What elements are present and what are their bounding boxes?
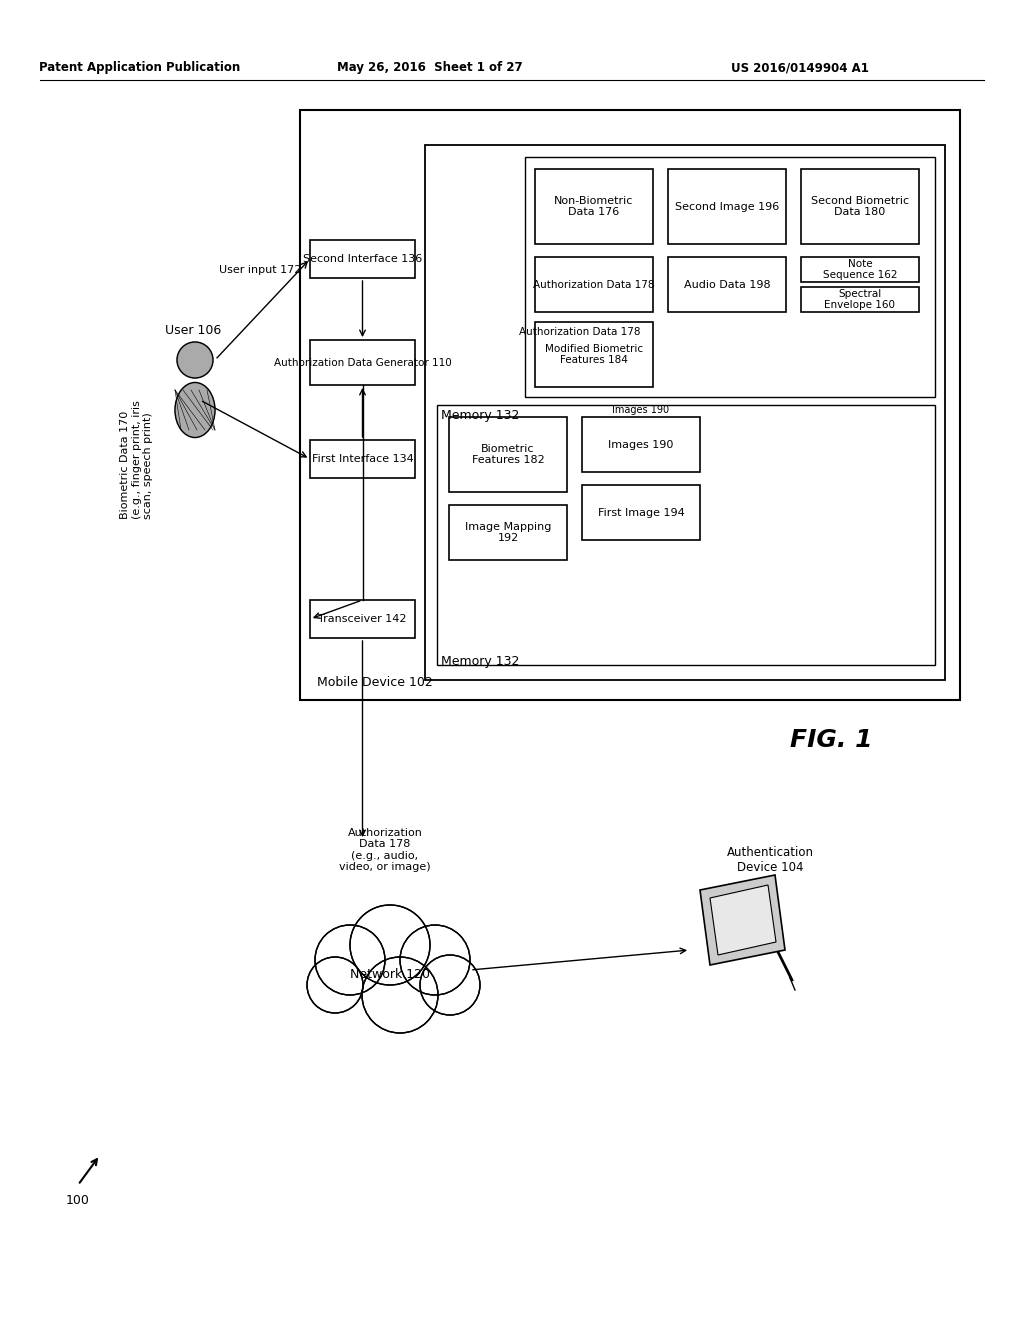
Text: First Interface 134: First Interface 134 — [311, 454, 414, 465]
FancyBboxPatch shape — [437, 405, 935, 665]
FancyBboxPatch shape — [582, 417, 700, 473]
Ellipse shape — [175, 383, 215, 437]
Text: 100: 100 — [67, 1193, 90, 1206]
Circle shape — [177, 342, 213, 378]
FancyBboxPatch shape — [801, 169, 919, 244]
Text: FIG. 1: FIG. 1 — [790, 729, 872, 752]
Text: Note
Sequence 162: Note Sequence 162 — [822, 259, 897, 280]
Circle shape — [400, 925, 470, 995]
Circle shape — [307, 957, 362, 1012]
Text: Authorization Data 178: Authorization Data 178 — [534, 280, 654, 289]
Text: US 2016/0149904 A1: US 2016/0149904 A1 — [731, 62, 869, 74]
Text: Non-Biometric
Data 176: Non-Biometric Data 176 — [554, 195, 634, 218]
Text: Authorization
Data 178
(e.g., audio,
video, or image): Authorization Data 178 (e.g., audio, vid… — [339, 828, 431, 873]
Text: Modified Biometric
Features 184: Modified Biometric Features 184 — [545, 343, 643, 366]
Text: Second Interface 136: Second Interface 136 — [303, 253, 422, 264]
FancyBboxPatch shape — [525, 157, 935, 397]
Text: Audio Data 198: Audio Data 198 — [684, 280, 770, 289]
Text: Patent Application Publication: Patent Application Publication — [39, 62, 241, 74]
Circle shape — [315, 925, 385, 995]
Text: Authorization Data 178: Authorization Data 178 — [519, 327, 641, 337]
FancyBboxPatch shape — [449, 506, 567, 560]
FancyBboxPatch shape — [801, 286, 919, 312]
FancyBboxPatch shape — [425, 145, 945, 680]
Text: Transceiver 142: Transceiver 142 — [318, 614, 407, 624]
Circle shape — [350, 906, 430, 985]
FancyBboxPatch shape — [801, 257, 919, 282]
Text: Images 190: Images 190 — [608, 440, 674, 450]
Text: Memory 132: Memory 132 — [440, 408, 519, 421]
Text: User 106: User 106 — [165, 323, 221, 337]
FancyBboxPatch shape — [449, 417, 567, 492]
FancyBboxPatch shape — [535, 322, 653, 387]
Circle shape — [420, 954, 480, 1015]
Text: Biometric
Features 182: Biometric Features 182 — [472, 444, 545, 465]
FancyBboxPatch shape — [535, 257, 653, 312]
Text: Image Mapping
192: Image Mapping 192 — [465, 521, 551, 544]
Text: Second Biometric
Data 180: Second Biometric Data 180 — [811, 195, 909, 218]
Text: User input 172: User input 172 — [219, 265, 301, 275]
Polygon shape — [700, 875, 785, 965]
Text: First Image 194: First Image 194 — [598, 507, 684, 517]
Text: Network 120: Network 120 — [350, 969, 430, 982]
Text: Biometric Data 170
(e.g., finger print, iris
scan, speech print): Biometric Data 170 (e.g., finger print, … — [120, 400, 154, 520]
Text: Mobile Device 102: Mobile Device 102 — [317, 676, 433, 689]
FancyBboxPatch shape — [310, 601, 415, 638]
Text: Second Image 196: Second Image 196 — [675, 202, 779, 211]
Text: Memory 132: Memory 132 — [440, 656, 519, 668]
FancyBboxPatch shape — [535, 169, 653, 244]
Text: May 26, 2016  Sheet 1 of 27: May 26, 2016 Sheet 1 of 27 — [337, 62, 523, 74]
FancyBboxPatch shape — [310, 440, 415, 478]
Circle shape — [335, 915, 445, 1026]
FancyBboxPatch shape — [668, 257, 786, 312]
FancyBboxPatch shape — [310, 341, 415, 385]
FancyBboxPatch shape — [668, 169, 786, 244]
Text: Spectral
Envelope 160: Spectral Envelope 160 — [824, 289, 896, 310]
Polygon shape — [710, 884, 776, 954]
Text: Images 190: Images 190 — [612, 405, 670, 414]
Text: Authorization Data Generator 110: Authorization Data Generator 110 — [273, 358, 452, 367]
Circle shape — [362, 957, 438, 1034]
FancyBboxPatch shape — [300, 110, 961, 700]
FancyBboxPatch shape — [310, 240, 415, 279]
Text: Authentication
Device 104: Authentication Device 104 — [726, 846, 813, 874]
FancyBboxPatch shape — [582, 484, 700, 540]
